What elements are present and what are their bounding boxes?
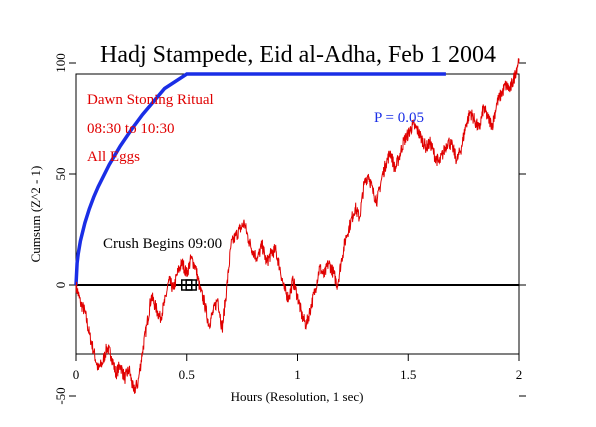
y-axis-label: Cumsum (Z^2 - 1) (28, 166, 43, 263)
axis-tick-labels: 00.511.52-50050100150 (53, 53, 523, 404)
y-tick-label: 0 (53, 282, 68, 289)
x-tick-label: 1.5 (400, 367, 416, 382)
cumsum-series-line (75, 58, 520, 394)
event-markers (181, 279, 197, 291)
x-tick-label: 0 (73, 367, 80, 382)
x-tick-label: 0.5 (179, 367, 195, 382)
axis-ticks (69, 62, 526, 397)
p-value-label: P = 0.05 (374, 110, 424, 126)
p-value-envelope-line (74, 72, 446, 286)
x-tick-label: 1 (294, 367, 301, 382)
x-tick-label: 2 (516, 367, 523, 382)
y-tick-label: 100 (53, 53, 68, 73)
y-tick-label: -50 (53, 387, 68, 404)
annotation-all-eggs: All Eggs (87, 149, 140, 165)
x-axis-label: Hours (Resolution, 1 sec) (231, 389, 364, 404)
annotation-dawn-stoning: Dawn Stoning Ritual (87, 92, 214, 108)
chart-title: Hadj Stampede, Eid al-Adha, Feb 1 2004 (100, 42, 496, 68)
annotation-time-range: 08:30 to 10:30 (87, 121, 175, 137)
event-marker (185, 279, 197, 291)
event-label: Crush Begins 09:00 (103, 236, 222, 252)
y-tick-label: 50 (53, 168, 68, 181)
